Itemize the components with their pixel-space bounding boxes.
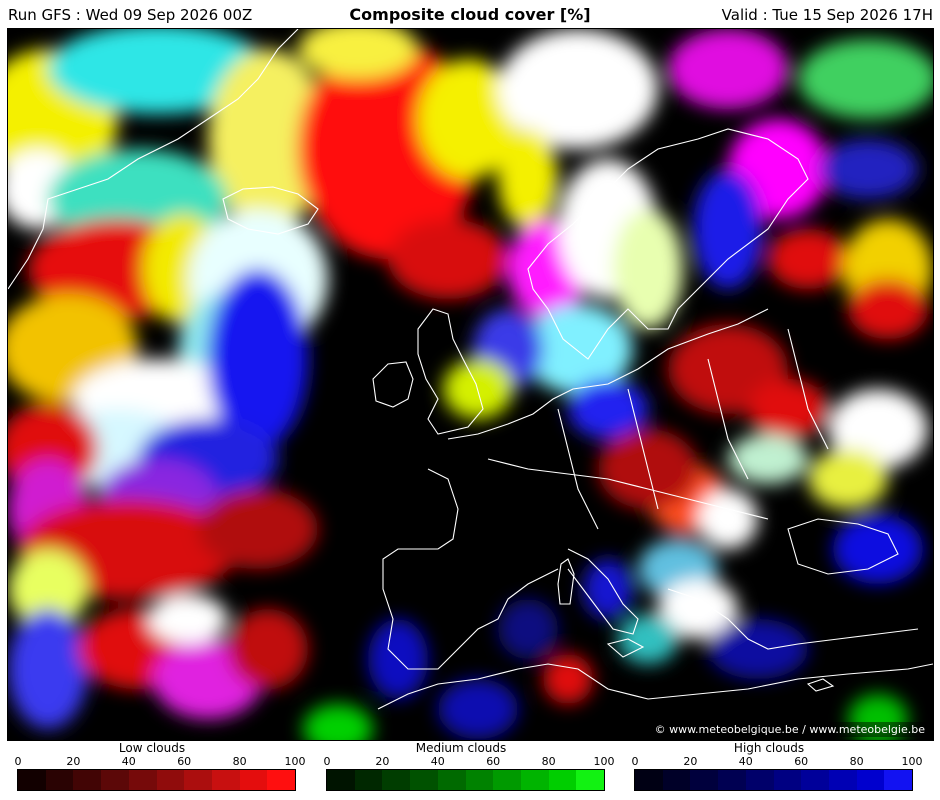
coastlines	[8, 29, 933, 710]
legend-tick-label: 100	[901, 755, 923, 768]
legend-tick-label: 20	[66, 755, 81, 768]
legend-swatch	[520, 770, 549, 790]
cloud-cover-map[interactable]: © www.meteobelgique.be / www.meteobelgie…	[7, 28, 934, 741]
legend-tick-label: 0	[14, 755, 22, 768]
legend-medium-clouds-title: Medium clouds	[415, 741, 507, 755]
legend-tick-label: 0	[323, 755, 331, 768]
copyright-credit: © www.meteobelgique.be / www.meteobelgie…	[650, 722, 929, 737]
legend-swatch	[437, 770, 466, 790]
legend-tick-label: 40	[121, 755, 136, 768]
legend-tick-label: 60	[486, 755, 501, 768]
legend-medium-clouds-bar	[326, 769, 605, 791]
legend-swatch	[548, 770, 577, 790]
legend-tick-label: 80	[849, 755, 864, 768]
legend-swatch	[884, 770, 913, 790]
legend-tick-label: 60	[794, 755, 809, 768]
legend-swatch	[18, 770, 46, 790]
legend-low-clouds-ticks: 0 20 40 60 80 100	[7, 755, 306, 768]
legend-swatch	[493, 770, 521, 790]
legend-swatch	[184, 770, 212, 790]
legend-swatch	[801, 770, 829, 790]
legend-swatch	[211, 770, 240, 790]
legend-swatch	[576, 770, 605, 790]
legend-low-clouds: Low clouds 0 20 40 60 80 100	[7, 741, 306, 797]
legend-swatch	[128, 770, 157, 790]
legend-high-clouds-title: High clouds	[733, 741, 805, 755]
legend-swatch	[635, 770, 663, 790]
legend-swatch	[773, 770, 802, 790]
valid-label: Valid : Tue 15 Sep 2026 17H	[721, 6, 933, 24]
legend-swatch	[45, 770, 74, 790]
legend-tick-label: 80	[232, 755, 247, 768]
cloud-field	[8, 29, 933, 740]
legend-high-clouds-ticks: 0 20 40 60 80 100	[624, 755, 923, 768]
legend-swatch	[410, 770, 438, 790]
legend-swatch	[354, 770, 383, 790]
map-title: Composite cloud cover [%]	[349, 5, 591, 24]
legend-swatch	[382, 770, 411, 790]
legend-tick-label: 60	[177, 755, 192, 768]
legend-swatch	[745, 770, 774, 790]
legend-tick-label: 100	[284, 755, 306, 768]
legend-low-clouds-title: Low clouds	[118, 741, 186, 755]
map-canvas	[8, 29, 933, 740]
legend-medium-clouds-ticks: 0 20 40 60 80 100	[316, 755, 615, 768]
legend-swatch	[856, 770, 885, 790]
legend-high-clouds-bar	[634, 769, 913, 791]
legend-tick-label: 0	[631, 755, 639, 768]
legend-swatch	[101, 770, 129, 790]
legend-tick-label: 80	[541, 755, 556, 768]
legend-swatch	[662, 770, 691, 790]
legend-swatch	[327, 770, 355, 790]
legend-tick-label: 40	[430, 755, 445, 768]
legend-medium-clouds: Medium clouds 0 20 40 60 80 100	[316, 741, 615, 797]
legend-tick-label: 100	[593, 755, 615, 768]
legend-tick-label: 40	[738, 755, 753, 768]
legend-low-clouds-bar	[17, 769, 296, 791]
legend-swatch	[718, 770, 746, 790]
legend-swatch	[267, 770, 296, 790]
legend-swatch	[73, 770, 102, 790]
legend-swatch	[465, 770, 494, 790]
header: Run GFS : Wed 09 Sep 2026 00Z Composite …	[0, 0, 940, 28]
legend-high-clouds: High clouds 0 20 40 60 80 100	[624, 741, 923, 797]
legend-swatch	[156, 770, 185, 790]
legend-swatch	[828, 770, 857, 790]
legend-tick-label: 20	[683, 755, 698, 768]
legend-swatch	[690, 770, 719, 790]
legend-swatch	[239, 770, 268, 790]
run-label: Run GFS : Wed 09 Sep 2026 00Z	[8, 6, 253, 24]
legend-tick-label: 20	[375, 755, 390, 768]
